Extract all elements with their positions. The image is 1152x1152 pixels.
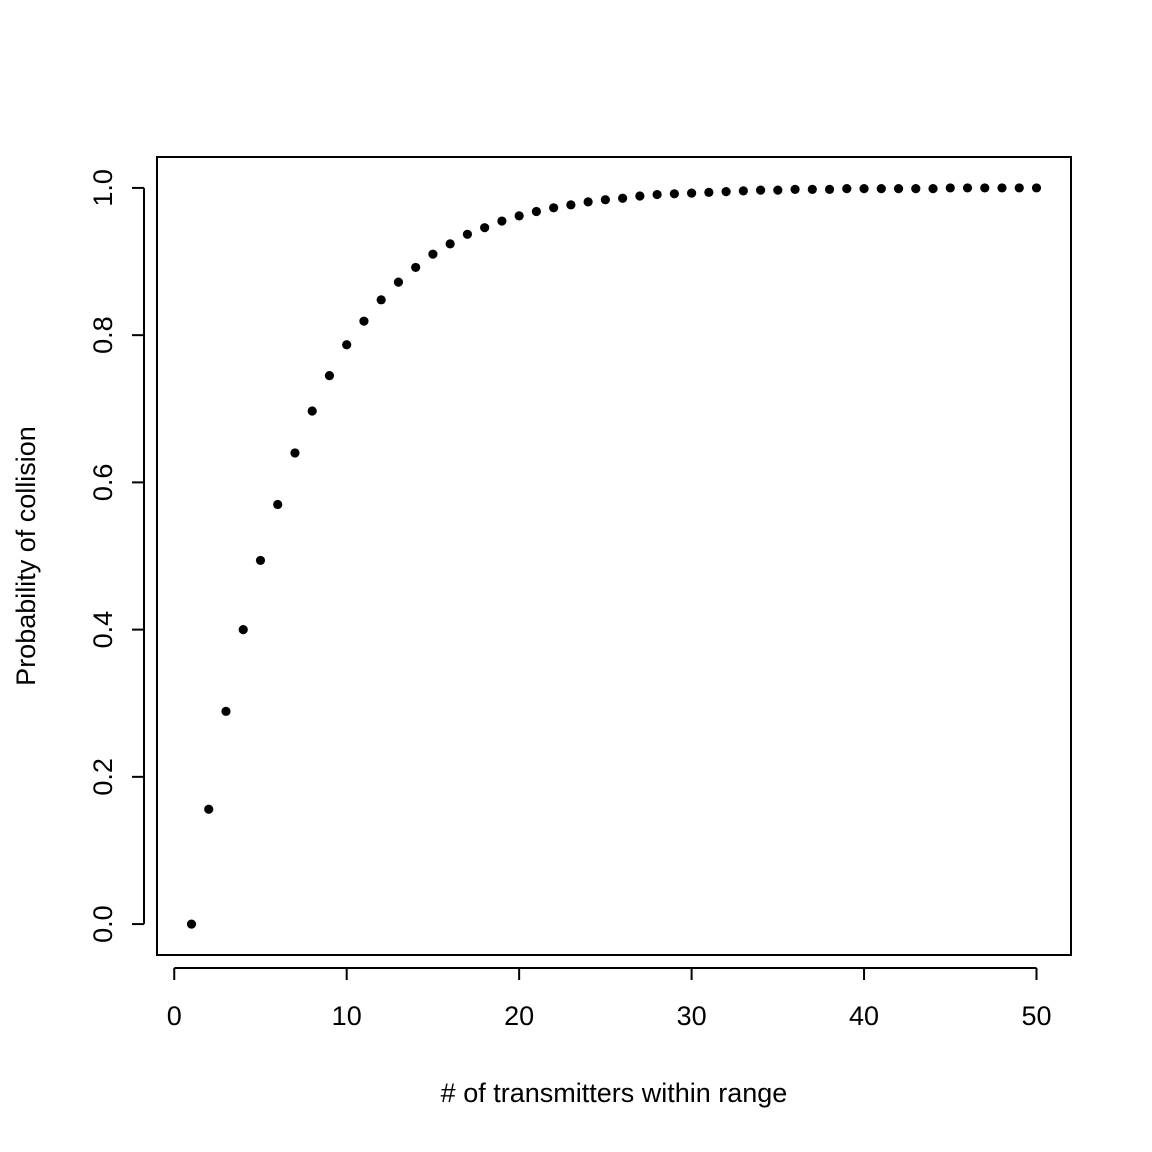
- data-point: [359, 316, 369, 326]
- data-point: [411, 262, 421, 273]
- data-point: [652, 189, 662, 200]
- data-point: [376, 295, 386, 305]
- data-point: [755, 185, 766, 195]
- data-point: [824, 184, 835, 194]
- data-point: [393, 277, 404, 287]
- x-tick-label: 30: [677, 1001, 707, 1031]
- data-point: [928, 184, 938, 194]
- data-point: [618, 193, 628, 203]
- data-point: [911, 184, 921, 194]
- data-point: [997, 183, 1007, 193]
- y-tick-label: 0.6: [88, 464, 118, 502]
- x-tick-label: 0: [167, 1001, 182, 1031]
- data-point: [307, 406, 317, 416]
- data-point: [583, 197, 593, 207]
- data-point: [842, 184, 852, 194]
- x-tick-label: 10: [332, 1001, 362, 1031]
- data-point: [687, 188, 697, 198]
- y-axis: 0.0 0.2 0.4 0.6 0.8 1.0: [88, 169, 145, 943]
- data-point: [566, 200, 576, 210]
- plot-frame: [156, 156, 1072, 956]
- data-point: [324, 371, 335, 381]
- data-point: [893, 184, 904, 194]
- data-point: [497, 216, 507, 226]
- y-tick-label: 1.0: [88, 169, 118, 207]
- data-point: [1031, 183, 1042, 193]
- data-point: [859, 184, 869, 194]
- data-point: [255, 555, 266, 566]
- data-point: [462, 229, 473, 239]
- data-points: [186, 183, 1042, 929]
- data-point: [238, 625, 248, 635]
- data-point: [428, 249, 438, 259]
- data-point: [790, 184, 800, 194]
- y-tick-label: 0.2: [88, 758, 118, 796]
- data-point: [773, 185, 783, 195]
- data-point: [600, 195, 610, 205]
- data-point: [738, 186, 748, 196]
- data-point: [445, 239, 455, 249]
- y-tick-label: 0.4: [88, 611, 118, 649]
- data-point: [514, 211, 524, 221]
- data-point: [807, 184, 817, 194]
- x-axis: 0 10 20 30 40 50: [167, 967, 1052, 1031]
- data-point: [480, 223, 490, 233]
- x-tick-label: 20: [504, 1001, 534, 1031]
- data-point: [290, 448, 300, 458]
- y-tick-label: 0.8: [88, 316, 118, 354]
- data-point: [721, 186, 731, 197]
- data-point: [980, 183, 990, 193]
- data-point: [221, 706, 231, 716]
- data-point: [669, 189, 679, 199]
- y-tick-label: 0.0: [88, 905, 118, 943]
- y-axis-title: Probability of collision: [11, 426, 41, 686]
- data-point: [1014, 183, 1024, 193]
- x-tick-label: 50: [1021, 1001, 1051, 1031]
- data-point: [945, 183, 955, 193]
- data-point: [273, 499, 283, 510]
- data-point: [635, 191, 645, 201]
- data-point: [186, 919, 197, 929]
- x-axis-title: # of transmitters within range: [441, 1078, 788, 1108]
- data-point: [204, 804, 214, 814]
- data-point: [342, 340, 352, 350]
- x-tick-label: 40: [849, 1001, 879, 1031]
- data-point: [549, 203, 559, 213]
- data-point: [876, 184, 886, 194]
- data-point: [531, 206, 541, 217]
- data-point: [962, 183, 973, 193]
- data-point: [704, 187, 714, 197]
